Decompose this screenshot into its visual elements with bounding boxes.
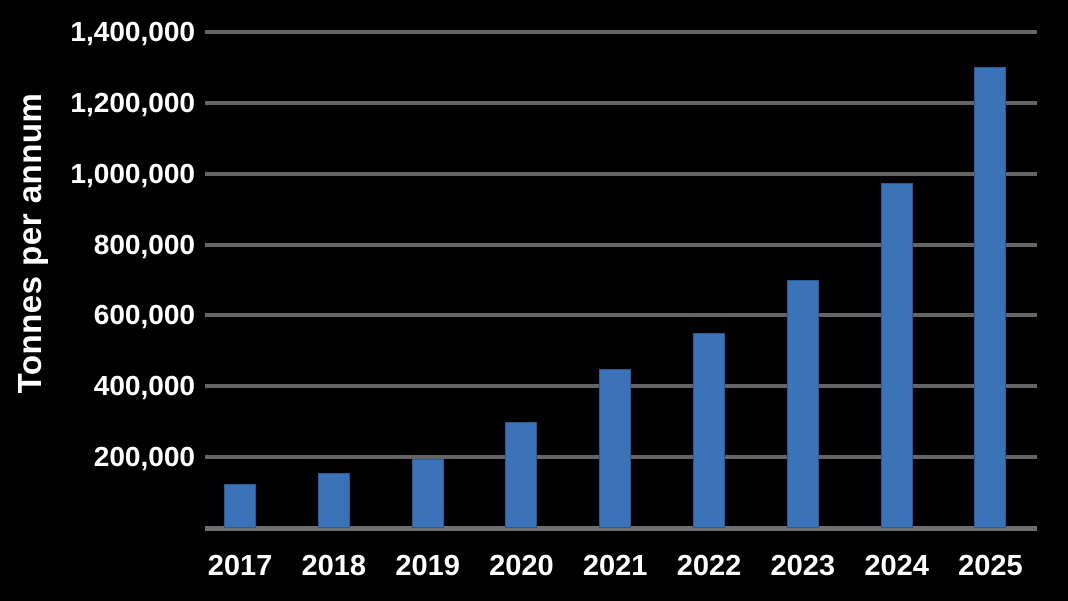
bar-2023: [786, 280, 819, 528]
x-tick-label-2024: 2024: [864, 550, 929, 582]
y-tick-label-600000: 600,000: [93, 299, 195, 331]
gridline-1400000: [205, 30, 1037, 34]
x-tick-label-2023: 2023: [770, 550, 836, 582]
y-tick-label-400000: 400,000: [93, 370, 195, 402]
gridline-1200000: [205, 100, 1037, 105]
y-tick-label-1200000: 1,200,000: [70, 86, 195, 118]
bar-2021: [599, 368, 632, 528]
x-tick-label-2018: 2018: [301, 550, 367, 582]
y-tick-label-1000000: 1,000,000: [70, 157, 195, 189]
x-tick-label-2017: 2017: [207, 550, 273, 582]
bar-2018: [317, 473, 350, 528]
plot-area: 2017 2018 2019 2020 2021 2022 2023 2024 2025: [205, 0, 1037, 601]
x-tick-label-2022: 2022: [676, 550, 742, 582]
y-tick-label-800000: 800,000: [93, 228, 195, 260]
gridline-600000: [205, 313, 1037, 318]
bar-2017: [224, 483, 256, 528]
bar-2019: [411, 458, 444, 528]
x-tick-label-2025: 2025: [958, 550, 1023, 582]
y-tick-label-200000: 200,000: [93, 441, 195, 473]
y-tick-label-1400000: 1,400,000: [70, 16, 195, 47]
bar-2020: [505, 421, 538, 528]
y-axis-tick-labels: 200,000 400,000 600,000 800,000 1,000,000 1,2…: [0, 0, 197, 601]
x-axis-line: [205, 526, 1037, 531]
x-tick-label-2019: 2019: [395, 550, 460, 582]
x-tick-label-2020: 2020: [489, 550, 554, 582]
gridline-800000: [205, 242, 1037, 247]
bar-2024: [880, 182, 913, 528]
bar-2025: [974, 67, 1007, 528]
gridline-1000000: [205, 171, 1037, 176]
x-tick-label-2021: 2021: [582, 550, 648, 582]
bar-2022: [693, 333, 725, 528]
